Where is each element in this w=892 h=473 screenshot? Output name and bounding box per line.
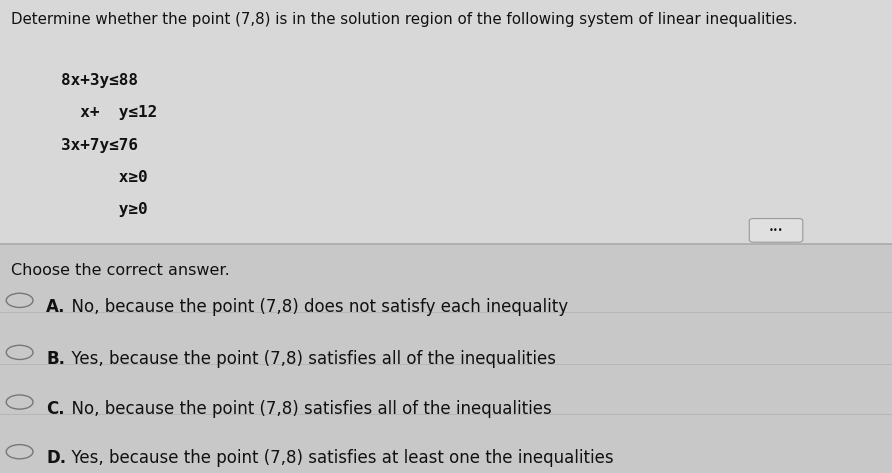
Text: 3x+7y≤76: 3x+7y≤76 (61, 138, 137, 153)
Text: No, because the point (7,8) satisfies all of the inequalities: No, because the point (7,8) satisfies al… (61, 400, 551, 418)
Text: 8x+3y≤88: 8x+3y≤88 (61, 73, 137, 88)
Text: x+  y≤12: x+ y≤12 (61, 105, 157, 121)
Text: A.: A. (46, 298, 66, 316)
Text: No, because the point (7,8) does not satisfy each inequality: No, because the point (7,8) does not sat… (61, 298, 568, 316)
Text: x≥0: x≥0 (61, 170, 147, 185)
Text: D.: D. (46, 449, 67, 467)
Text: B.: B. (46, 350, 65, 368)
Text: •••: ••• (769, 226, 783, 235)
Text: Choose the correct answer.: Choose the correct answer. (11, 263, 229, 278)
Text: Yes, because the point (7,8) satisfies all of the inequalities: Yes, because the point (7,8) satisfies a… (61, 350, 556, 368)
Text: Determine whether the point (7,8) is in the solution region of the following sys: Determine whether the point (7,8) is in … (11, 12, 797, 27)
FancyBboxPatch shape (749, 219, 803, 242)
Text: Yes, because the point (7,8) satisfies at least one the inequalities: Yes, because the point (7,8) satisfies a… (61, 449, 614, 467)
Text: y≥0: y≥0 (61, 202, 147, 217)
Text: C.: C. (46, 400, 65, 418)
FancyBboxPatch shape (0, 0, 892, 244)
